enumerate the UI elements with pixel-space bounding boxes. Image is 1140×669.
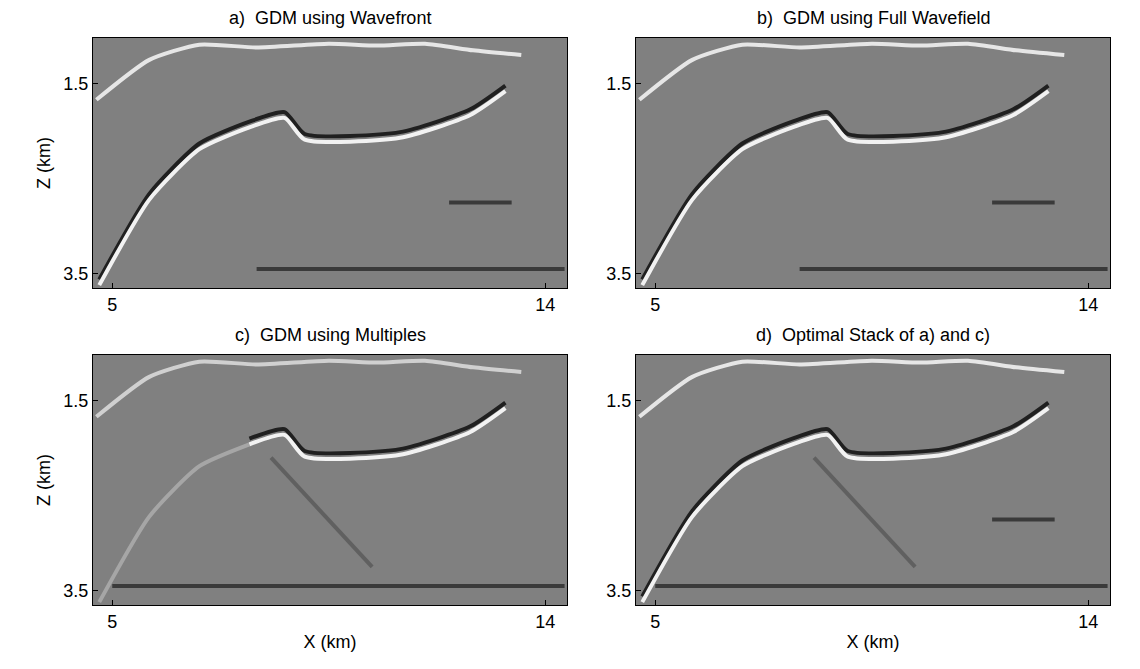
svg-text:d) Optimal Stack of a) and c): d) Optimal Stack of a) and c) <box>756 325 990 345</box>
svg-text:5: 5 <box>107 612 117 632</box>
svg-text:5: 5 <box>650 612 660 632</box>
svg-text:b) GDM using Full Wavefield: b) GDM using Full Wavefield <box>757 8 990 28</box>
svg-text:Z (km): Z (km) <box>34 137 54 189</box>
svg-text:1.5: 1.5 <box>63 391 88 411</box>
svg-text:c) GDM using Multiples: c) GDM using Multiples <box>235 325 426 345</box>
svg-text:14: 14 <box>535 295 555 315</box>
svg-text:Z (km): Z (km) <box>34 454 54 506</box>
svg-text:X (km): X (km) <box>847 632 900 652</box>
svg-text:3.5: 3.5 <box>63 581 88 601</box>
svg-text:14: 14 <box>1078 295 1098 315</box>
svg-text:X (km): X (km) <box>304 632 357 652</box>
svg-text:5: 5 <box>650 295 660 315</box>
svg-text:1.5: 1.5 <box>606 391 631 411</box>
svg-text:5: 5 <box>107 295 117 315</box>
svg-text:3.5: 3.5 <box>606 264 631 284</box>
svg-text:14: 14 <box>1078 612 1098 632</box>
svg-text:3.5: 3.5 <box>606 581 631 601</box>
svg-text:14: 14 <box>535 612 555 632</box>
svg-text:1.5: 1.5 <box>63 74 88 94</box>
svg-text:a) GDM using Wavefront: a) GDM using Wavefront <box>229 8 431 28</box>
svg-text:1.5: 1.5 <box>606 74 631 94</box>
svg-text:3.5: 3.5 <box>63 264 88 284</box>
